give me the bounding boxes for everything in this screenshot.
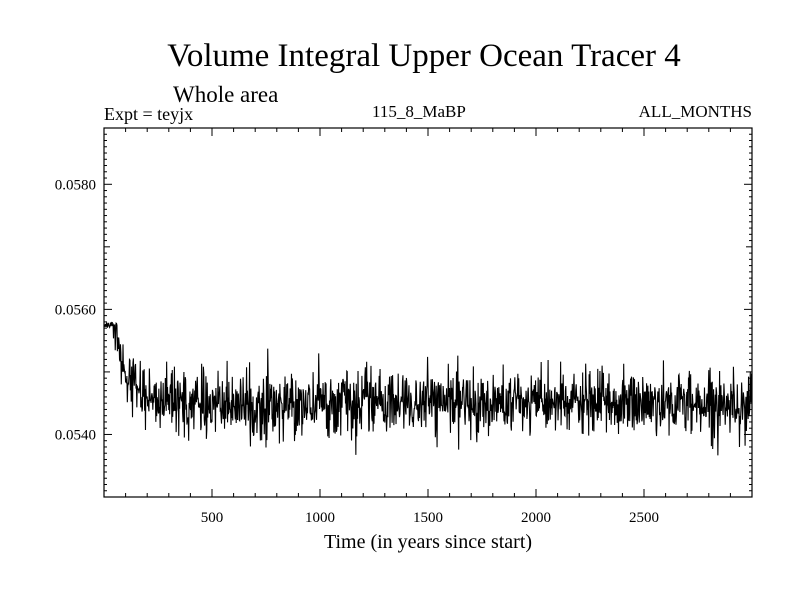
chart-title: Volume Integral Upper Ocean Tracer 4 — [167, 38, 681, 74]
y-tick-label: 0.0560 — [55, 302, 96, 318]
x-tick-label: 1500 — [413, 510, 443, 526]
x-tick-label: 1000 — [305, 510, 335, 526]
x-tick-label: 2000 — [521, 510, 551, 526]
series-layer — [103, 321, 753, 456]
chart-subtitle: Whole area — [173, 82, 279, 107]
experiment-label: Expt = teyjx — [104, 104, 194, 124]
x-axis-label: Time (in years since start) — [323, 531, 533, 553]
y-tick-label: 0.0540 — [55, 427, 96, 443]
x-tick-label: 2500 — [629, 510, 659, 526]
period-label: 115_8_MaBP — [372, 102, 466, 121]
months-label: ALL_MONTHS — [638, 102, 752, 121]
series-line — [103, 321, 753, 456]
y-tick-label: 0.0580 — [55, 177, 96, 193]
x-tick-label: 500 — [201, 510, 224, 526]
plot-frame — [103, 127, 753, 498]
ticks-layer: 500 1000 1500 2000 2500 0.0540 0.0560 0.0580 — [55, 128, 752, 526]
